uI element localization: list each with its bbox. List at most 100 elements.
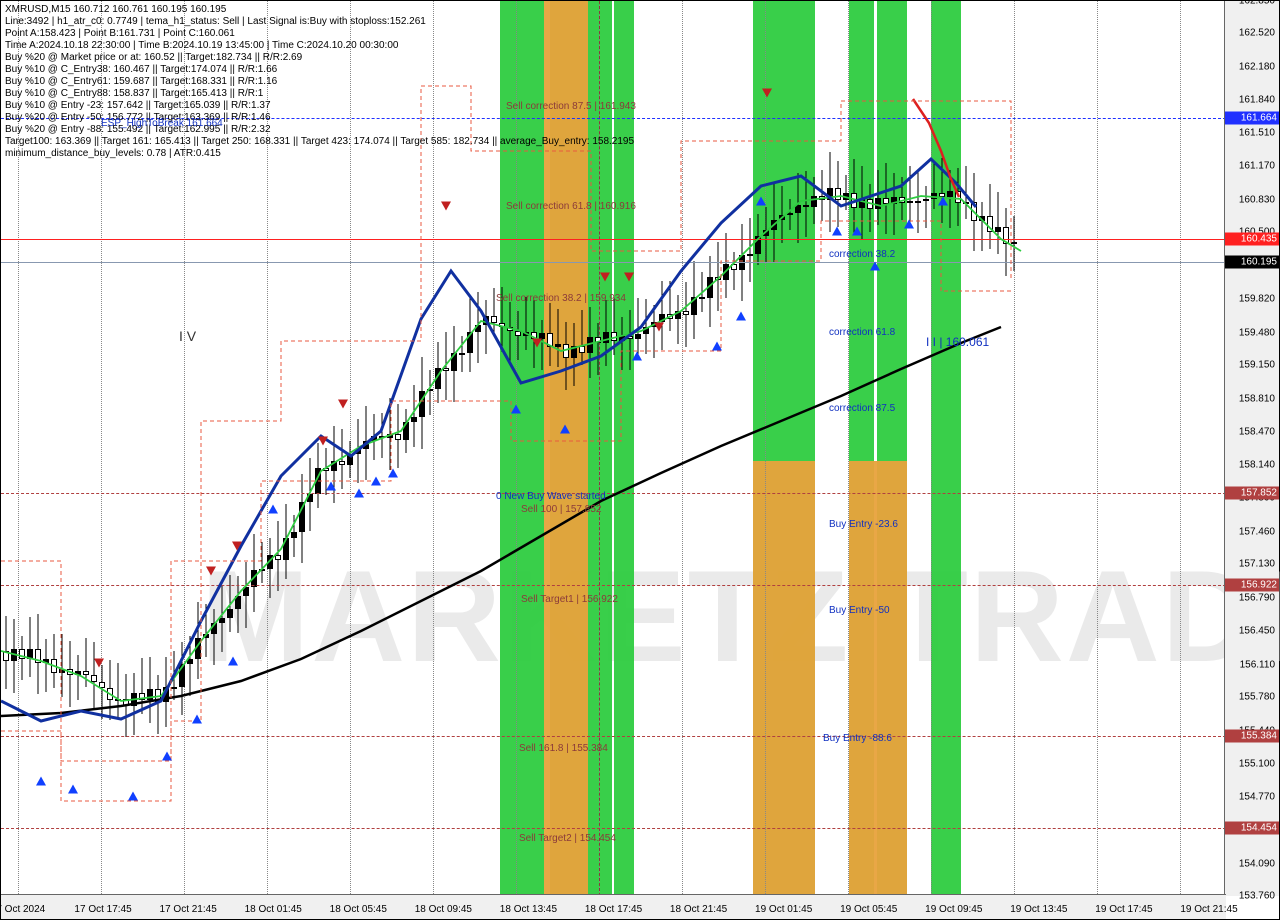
signal-arrow (338, 400, 348, 409)
x-tick: 17 Oct 21:45 (160, 904, 217, 915)
signal-arrow (128, 792, 138, 801)
price-label: 155.384 (1225, 730, 1279, 743)
chart-label: Sell correction 38.2 | 159.934 (496, 293, 626, 304)
y-axis: 162.850162.520162.180161.840161.510161.1… (1224, 1, 1279, 896)
signal-arrow (832, 227, 842, 236)
x-tick: 19 Oct 21:45 (1180, 904, 1237, 915)
signal-arrow (441, 202, 451, 211)
y-tick: 157.460 (1239, 526, 1275, 537)
y-tick: 162.520 (1239, 28, 1275, 39)
x-tick: 18 Oct 17:45 (585, 904, 642, 915)
signal-arrow (532, 339, 542, 348)
y-tick: 157.130 (1239, 559, 1275, 570)
signal-arrow (371, 477, 381, 486)
y-tick: 153.760 (1239, 891, 1275, 902)
signal-arrow (36, 777, 46, 786)
y-tick: 159.820 (1239, 294, 1275, 305)
signal-arrow (852, 227, 862, 236)
plot-area[interactable]: MARKETZ TRADE XMRUSD,M15 160.712 160.761… (1, 1, 1226, 896)
info-line: Point A:158.423 | Point B:161.731 | Poin… (5, 28, 235, 40)
signal-arrow (206, 567, 216, 576)
info-line: minimum_distance_buy_levels: 0.78 | ATR:… (5, 148, 221, 160)
signal-arrow (762, 89, 772, 98)
y-tick: 158.140 (1239, 459, 1275, 470)
info-line: Time A:2024.10.18 22:30:00 | Time B:2024… (5, 40, 398, 52)
signal-arrow (560, 425, 570, 434)
price-label: 160.195 (1225, 256, 1279, 269)
price-line (1, 262, 1226, 263)
x-tick: 19 Oct 01:45 (755, 904, 812, 915)
price-line (1, 239, 1226, 240)
y-tick: 158.810 (1239, 393, 1275, 404)
price-line (1, 585, 1226, 586)
price-line (1, 493, 1226, 494)
chart-label: I V (179, 328, 196, 344)
y-tick: 155.100 (1239, 759, 1275, 770)
chart-container: MARKETZ TRADE XMRUSD,M15 160.712 160.761… (0, 0, 1280, 920)
signal-arrow (600, 273, 610, 282)
y-tick: 161.170 (1239, 161, 1275, 172)
signal-arrow (904, 220, 914, 229)
signal-arrow (228, 657, 238, 666)
y-tick: 156.450 (1239, 626, 1275, 637)
y-tick: 161.510 (1239, 127, 1275, 138)
x-tick: 19 Oct 05:45 (840, 904, 897, 915)
info-line: Target100: 163.369 || Target 161: 165.41… (5, 136, 634, 148)
y-tick: 154.090 (1239, 858, 1275, 869)
signal-arrow (318, 437, 328, 446)
chart-label: I I | 160.061 (926, 335, 989, 349)
chart-label: Buy Entry -88.6 (823, 733, 892, 744)
price-label: 157.852 (1225, 487, 1279, 500)
info-line: Buy %10 @ C_Entry38: 160.467 || Target:1… (5, 64, 277, 76)
price-label: 160.435 (1225, 232, 1279, 245)
signal-arrow (736, 312, 746, 321)
price-label: 156.922 (1225, 578, 1279, 591)
signal-arrow (68, 785, 78, 794)
signal-arrow (511, 405, 521, 414)
chart-label: correction 61.8 (829, 327, 895, 338)
signal-arrow (192, 715, 202, 724)
y-tick: 154.770 (1239, 791, 1275, 802)
info-line: Line:3492 | h1_atr_c0: 0.7749 | tema_h1_… (5, 16, 426, 28)
chart-label: correction 87.5 (829, 403, 895, 414)
chart-label: Buy Entry -50 (829, 605, 890, 616)
signal-arrow (162, 752, 172, 761)
y-tick: 161.840 (1239, 95, 1275, 106)
info-line: Buy %10 @ Entry -23: 157.642 || Target:1… (5, 100, 271, 112)
info-line: XMRUSD,M15 160.712 160.761 160.195 160.1… (5, 4, 226, 16)
info-line: Buy %10 @ C_Entry61: 159.687 || Target:1… (5, 76, 277, 88)
signal-arrow (756, 197, 766, 206)
signal-arrow (624, 273, 634, 282)
y-tick: 162.180 (1239, 61, 1275, 72)
y-tick: 156.790 (1239, 592, 1275, 603)
signal-arrow (632, 352, 642, 361)
signal-arrow (938, 197, 948, 206)
x-tick: 18 Oct 01:45 (245, 904, 302, 915)
chart-label: Buy Entry -23.6 (829, 519, 898, 530)
y-tick: 158.470 (1239, 427, 1275, 438)
signal-arrow (654, 323, 664, 332)
signal-arrow (388, 469, 398, 478)
y-tick: 156.110 (1240, 659, 1275, 670)
x-tick: 19 Oct 13:45 (1010, 904, 1067, 915)
x-tick: 19 Oct 17:45 (1095, 904, 1152, 915)
chart-label: Sell Target2 | 154.454 (519, 833, 616, 844)
x-axis: 17 Oct 2024 17 Oct 17:45 17 Oct 21:45 18 Oc… (1, 894, 1226, 919)
x-tick: 18 Oct 05:45 (330, 904, 387, 915)
x-tick: 17 Oct 2024 (0, 904, 45, 915)
info-line: Buy %20 @ Market price or at: 160.52 || … (5, 52, 302, 64)
price-label: 161.664 (1225, 111, 1279, 124)
signal-arrow (232, 542, 242, 551)
price-label: 154.454 (1225, 821, 1279, 834)
signal-arrow (326, 482, 336, 491)
x-tick: 19 Oct 09:45 (925, 904, 982, 915)
price-line (1, 828, 1226, 829)
price-line (1, 736, 1226, 737)
x-tick: 17 Oct 17:45 (74, 904, 131, 915)
chart-label: 0 New Buy Wave started (496, 491, 606, 502)
y-tick: 155.780 (1239, 692, 1275, 703)
signal-arrow (94, 659, 104, 668)
chart-label: correction 38.2 (829, 249, 895, 260)
chart-label: Sell Target1 | 156.922 (521, 594, 618, 605)
x-tick: 18 Oct 21:45 (670, 904, 727, 915)
